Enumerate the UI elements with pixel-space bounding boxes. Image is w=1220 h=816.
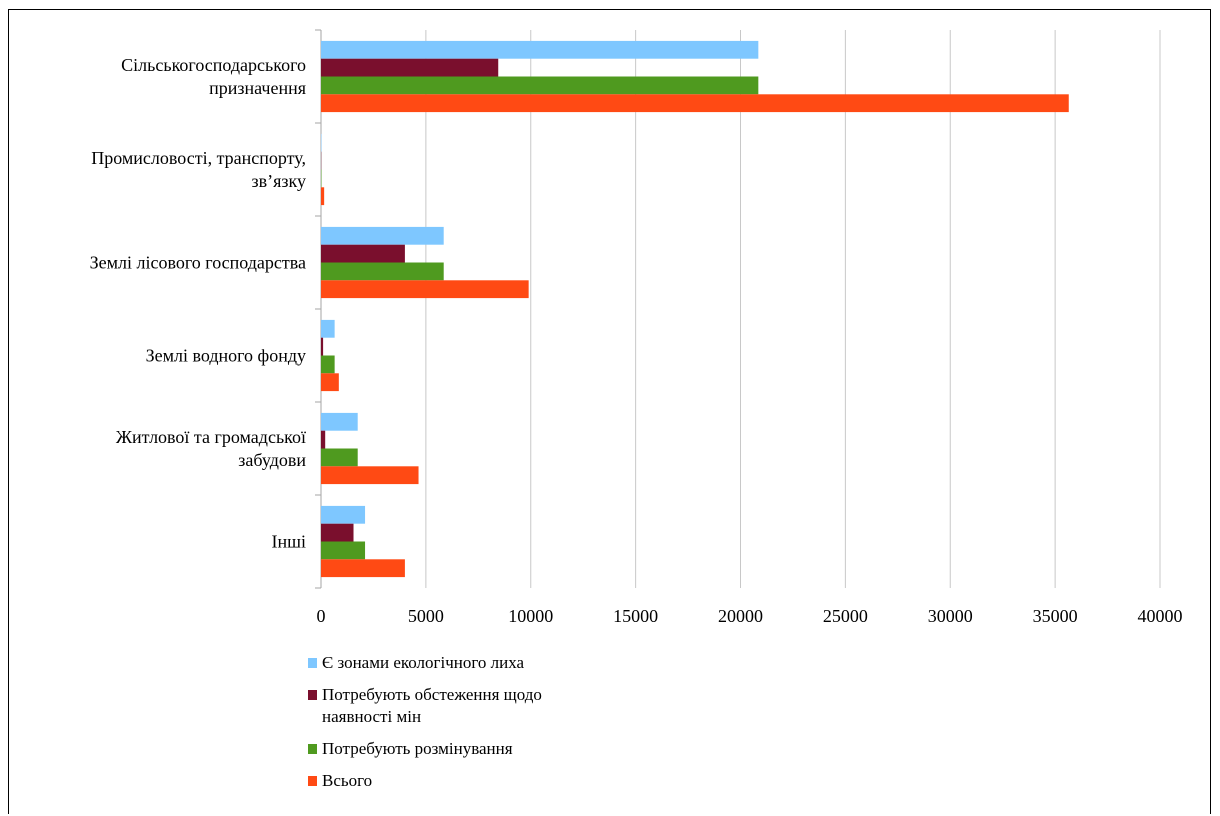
bar [321,226,444,245]
legend-swatch [308,776,317,786]
bar [321,559,405,578]
bar [321,280,529,299]
bar [321,412,358,431]
legend-item-mine-survey: Потребують обстеження щодо наявності мін [308,684,652,728]
legend-label: Є зонами екологічного лиха [322,653,525,672]
legend-label: Всього [322,771,373,790]
category-label: Житлової та громадської [116,427,306,447]
bar [321,505,366,524]
bar [321,541,366,560]
bar [321,337,324,356]
bar [321,466,419,485]
x-tick-label: 40000 [1138,606,1183,626]
bar [321,319,335,338]
category-label: Землі водного фонду [146,346,306,366]
bar [321,40,759,59]
chart-legend: Є зонами екологічного лиха Потребують об… [308,652,652,802]
category-label: забудови [238,450,306,470]
chart-frame [8,9,1211,814]
bar [321,58,499,77]
legend-item-total: Всього [308,770,652,792]
legend-label: Потребують обстеження щодо [322,685,542,704]
category-label: Інші [272,532,307,552]
category-label: Промисловості, транспорту, [91,148,306,168]
category-label: Сільськогосподарського [121,55,306,75]
x-tick-label: 15000 [613,606,658,626]
bar [321,430,326,449]
bar [321,523,354,542]
bar [321,244,405,263]
legend-swatch [308,658,317,668]
bar [321,262,444,281]
x-tick-label: 35000 [1033,606,1078,626]
legend-label: Потребують розмінування [322,739,513,758]
bar [321,76,759,95]
category-label: зв’язку [252,171,306,191]
legend-swatch [308,744,317,754]
bar [321,355,335,374]
x-tick-label: 20000 [718,606,763,626]
bar [321,187,325,206]
bar [321,448,358,467]
legend-swatch [308,690,317,700]
x-tick-label: 30000 [928,606,973,626]
x-tick-label: 10000 [508,606,553,626]
legend-item-eco-disaster: Є зонами екологічного лиха [308,652,652,674]
x-tick-label: 25000 [823,606,868,626]
bar [321,94,1069,113]
x-tick-label: 0 [317,606,326,626]
bar [321,373,339,392]
category-label: призначення [209,78,306,98]
legend-label: наявності мін [322,707,422,726]
x-tick-label: 5000 [408,606,444,626]
legend-item-demining: Потребують розмінування [308,738,652,760]
category-label: Землі лісового господарства [90,253,306,273]
